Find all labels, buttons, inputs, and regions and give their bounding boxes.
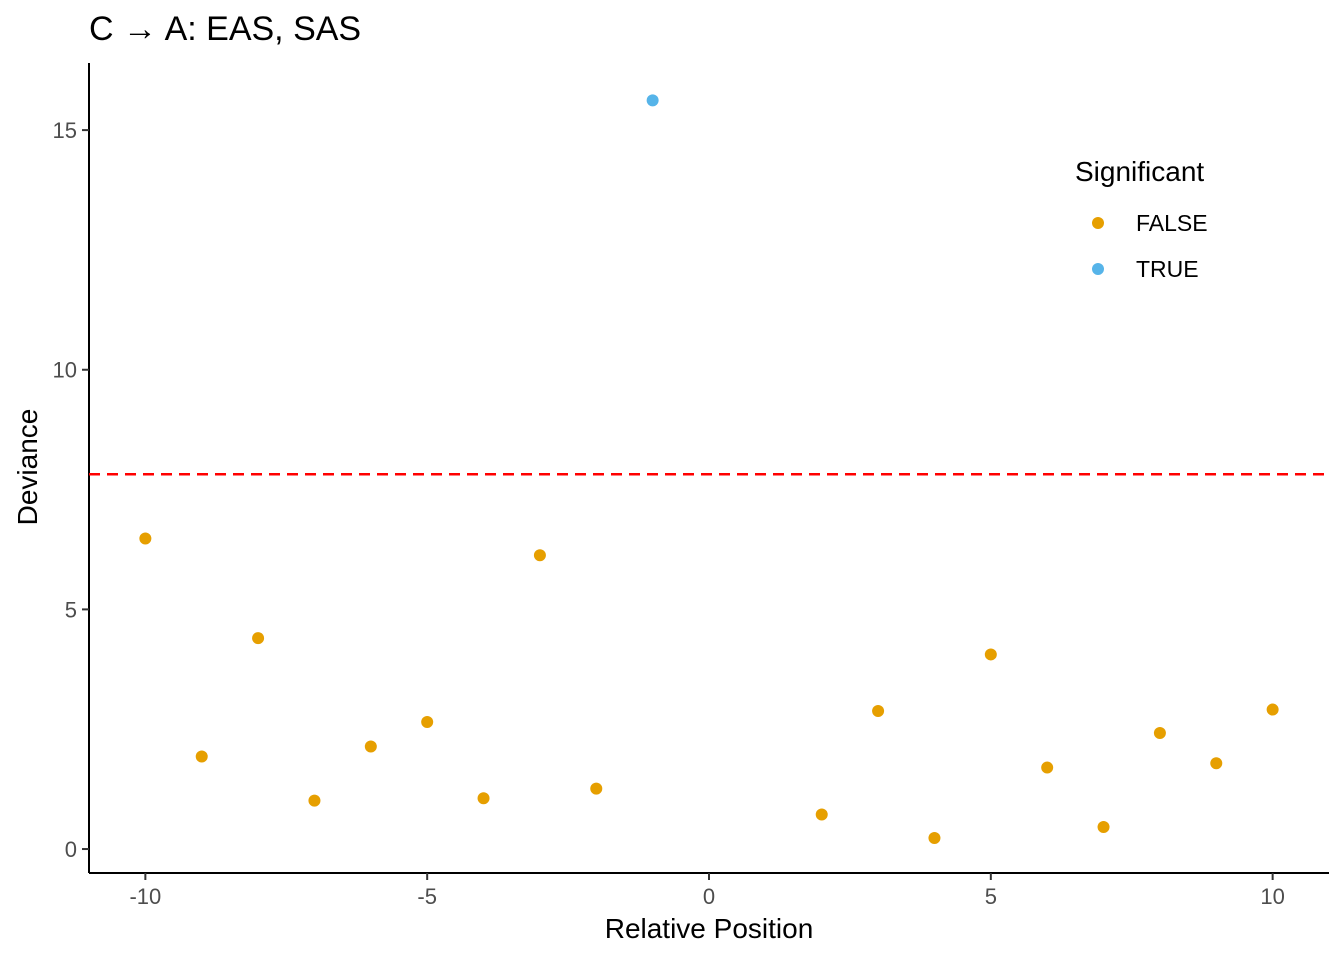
data-point xyxy=(252,632,265,645)
data-point xyxy=(928,832,941,845)
y-axis: 0 5 10 15 xyxy=(53,63,90,873)
legend-label-true: TRUE xyxy=(1136,256,1199,282)
x-tick-label: -10 xyxy=(129,884,161,909)
legend: Significant FALSE TRUE xyxy=(1075,156,1208,282)
data-point xyxy=(139,532,152,545)
data-point xyxy=(872,705,885,717)
y-axis-title: Deviance xyxy=(12,409,43,526)
data-point xyxy=(1210,757,1223,770)
legend-key-false xyxy=(1092,217,1104,229)
data-point xyxy=(477,792,490,805)
data-point-significant xyxy=(646,94,659,107)
data-point xyxy=(590,782,603,795)
legend-title: Significant xyxy=(1075,156,1204,187)
y-tick-label: 0 xyxy=(65,837,77,862)
data-point xyxy=(984,648,997,661)
data-point xyxy=(533,549,546,562)
x-axis: -10 -5 0 5 10 xyxy=(89,872,1329,909)
chart-title: C → A: EAS, SAS xyxy=(89,10,361,48)
data-point xyxy=(308,794,321,807)
data-point xyxy=(1097,820,1110,833)
legend-label-false: FALSE xyxy=(1136,210,1208,236)
legend-key-true xyxy=(1092,263,1104,275)
data-point xyxy=(1041,761,1054,774)
y-tick-label: 15 xyxy=(53,118,77,143)
x-tick-label: -5 xyxy=(417,884,437,909)
data-points xyxy=(139,94,1279,845)
data-point xyxy=(195,750,208,763)
x-tick-label: 5 xyxy=(985,884,997,909)
data-point xyxy=(364,740,377,753)
data-point xyxy=(1153,727,1166,740)
x-tick-label: 0 xyxy=(703,884,715,909)
x-axis-title: Relative Position xyxy=(605,913,814,944)
x-tick-label: 10 xyxy=(1260,884,1284,909)
data-point xyxy=(421,716,434,729)
y-tick-label: 10 xyxy=(53,358,77,383)
data-point xyxy=(815,808,828,821)
y-tick-label: 5 xyxy=(65,597,77,622)
data-point xyxy=(1266,703,1279,716)
